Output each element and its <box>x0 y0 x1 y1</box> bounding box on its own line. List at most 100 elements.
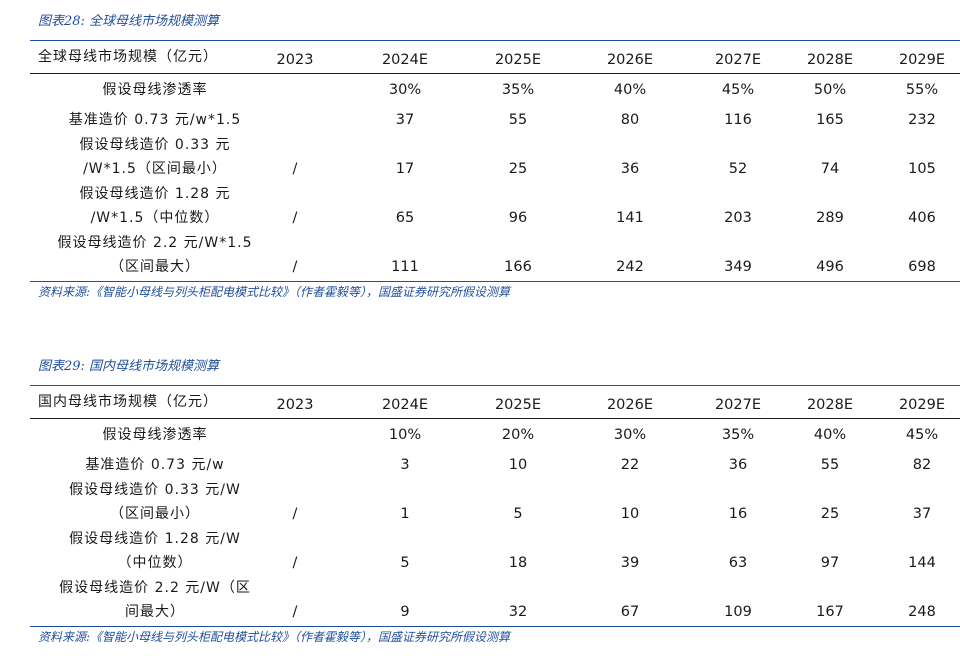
table-cell: 10 <box>508 457 528 473</box>
table-cell: 18 <box>508 555 528 571</box>
table-cell: 63 <box>728 555 748 571</box>
header-year: 2028E <box>806 397 854 413</box>
table-caption: 图表28: 全球母线市场规模测算 <box>38 14 220 29</box>
table-cell: 289 <box>816 210 844 226</box>
table-cell: 32 <box>508 604 528 620</box>
header-year: 2025E <box>494 52 542 68</box>
table-cell: 17 <box>395 161 415 177</box>
table-cell: / <box>292 506 298 522</box>
table-cell: 242 <box>616 259 644 275</box>
row-label: 假设母线造价 2.2 元/W*1.5 <box>57 235 253 251</box>
header-year: 2027E <box>714 52 762 68</box>
table-cell: 111 <box>391 259 419 275</box>
table-cell: 232 <box>908 112 936 128</box>
row-label: 假设母线造价 0.33 元/W <box>69 482 241 498</box>
table-cell: 96 <box>508 210 528 226</box>
table-cell: 40% <box>813 427 847 443</box>
table-cell: / <box>292 161 298 177</box>
table-cell: 109 <box>724 604 752 620</box>
table-cell: 10 <box>620 506 640 522</box>
header-year: 2023 <box>276 52 314 68</box>
table-cell: 22 <box>620 457 640 473</box>
table-cell: 35% <box>501 82 535 98</box>
bottom-rule <box>30 626 960 627</box>
table-cell: / <box>292 259 298 275</box>
header-year: 2023 <box>276 397 314 413</box>
header-year: 2025E <box>494 397 542 413</box>
row-label: 假设母线渗透率 <box>102 427 208 443</box>
table-cell: 248 <box>908 604 936 620</box>
table-cell: 5 <box>513 506 523 522</box>
table-cell: 105 <box>908 161 936 177</box>
header-label: 全球母线市场规模（亿元） <box>38 49 218 65</box>
table-cell: 406 <box>908 210 936 226</box>
header-year: 2027E <box>714 397 762 413</box>
table-cell: 30% <box>388 82 422 98</box>
table-cell: 50% <box>813 82 847 98</box>
row-label: 间最大） <box>125 604 185 620</box>
row-label: 假设母线造价 1.28 元/W <box>69 531 241 547</box>
header-year: 2029E <box>898 397 946 413</box>
table-cell: 25 <box>508 161 528 177</box>
source-note: 资料来源:《智能小母线与列头柜配电模式比较》（作者霍毅等），国盛证券研究所假设测… <box>38 630 511 644</box>
table-cell: 52 <box>728 161 748 177</box>
table-cell: 166 <box>504 259 532 275</box>
table-cell: 165 <box>816 112 844 128</box>
header-year: 2024E <box>381 52 429 68</box>
header-label: 国内母线市场规模（亿元） <box>38 394 218 410</box>
table-caption: 图表29: 国内母线市场规模测算 <box>38 359 220 374</box>
header-year: 2024E <box>381 397 429 413</box>
row-label: 基准造价 0.73 元/w*1.5 <box>68 112 242 128</box>
table-cell: 45% <box>721 82 755 98</box>
top-rule <box>30 385 960 386</box>
row-label: （中位数） <box>117 555 193 571</box>
table-cell: 3 <box>400 457 410 473</box>
table-cell: / <box>292 555 298 571</box>
header-rule <box>30 73 960 74</box>
table-cell: 55 <box>820 457 840 473</box>
table-cell: 55% <box>905 82 939 98</box>
header-year: 2029E <box>898 52 946 68</box>
table-cell: 67 <box>620 604 640 620</box>
table-cell: 30% <box>613 427 647 443</box>
table-cell: 144 <box>908 555 936 571</box>
row-label: 假设母线造价 0.33 元 <box>79 137 231 153</box>
table-cell: 496 <box>816 259 844 275</box>
table-cell: 65 <box>395 210 415 226</box>
table-cell: 10% <box>388 427 422 443</box>
table-cell: 167 <box>816 604 844 620</box>
table-cell: 116 <box>724 112 752 128</box>
table-cell: 45% <box>905 427 939 443</box>
row-label: 基准造价 0.73 元/w <box>85 457 225 473</box>
table-cell: 80 <box>620 112 640 128</box>
table-cell: 349 <box>724 259 752 275</box>
table-cell: 37 <box>912 506 932 522</box>
table-cell: 36 <box>620 161 640 177</box>
table-cell: 82 <box>912 457 932 473</box>
row-label: /W*1.5（区间最小） <box>83 161 227 177</box>
table-cell: 37 <box>395 112 415 128</box>
table-cell: / <box>292 604 298 620</box>
table-cell: 1 <box>400 506 410 522</box>
table-cell: 55 <box>508 112 528 128</box>
row-label: （区间最大） <box>110 259 200 275</box>
table-cell: 74 <box>820 161 840 177</box>
table-cell: 36 <box>728 457 748 473</box>
row-label: （区间最小） <box>110 506 200 522</box>
source-note: 资料来源:《智能小母线与列头柜配电模式比较》（作者霍毅等），国盛证券研究所假设测… <box>38 285 511 299</box>
table-cell: 9 <box>400 604 410 620</box>
table-cell: / <box>292 210 298 226</box>
row-label: 假设母线造价 1.28 元 <box>79 186 231 202</box>
header-rule <box>30 418 960 419</box>
table-cell: 141 <box>616 210 644 226</box>
table-cell: 97 <box>820 555 840 571</box>
table-cell: 16 <box>728 506 748 522</box>
table-cell: 203 <box>724 210 752 226</box>
table-cell: 35% <box>721 427 755 443</box>
row-label: /W*1.5（中位数） <box>90 210 220 226</box>
bottom-rule <box>30 281 960 282</box>
table-cell: 698 <box>908 259 936 275</box>
header-year: 2026E <box>606 397 654 413</box>
table-cell: 25 <box>820 506 840 522</box>
header-year: 2026E <box>606 52 654 68</box>
